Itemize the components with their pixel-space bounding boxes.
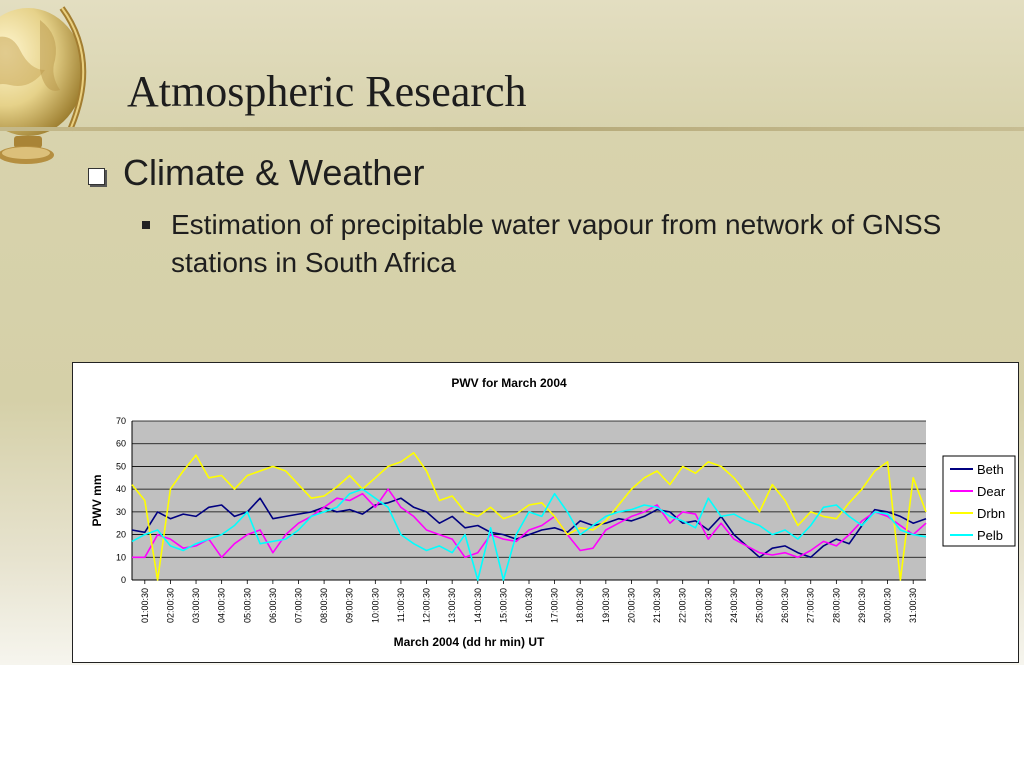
legend-box [942,455,1016,547]
x-tick-label: 29:00:30 [857,588,867,623]
legend-label-pelb: Pelb [977,528,1003,543]
x-tick-label: 20:00:30 [626,588,636,623]
x-tick-label: 07:00:30 [293,588,303,623]
x-tick-label: 04:00:30 [217,588,227,623]
x-tick-label: 05:00:30 [242,588,252,623]
legend-label-drbn: Drbn [977,506,1005,521]
bullet-climate-weather: Climate & Weather [88,152,424,194]
x-tick-label: 30:00:30 [883,588,893,623]
y-tick-label: 30 [116,507,126,517]
square-bullet-icon [142,221,150,229]
legend-label-dear: Dear [977,484,1006,499]
globe-icon [0,6,87,164]
x-tick-label: 31:00:30 [908,588,918,623]
x-axis-title: March 2004 (dd hr min) UT [394,635,545,649]
slide-title: Atmospheric Research [127,67,527,116]
x-tick-label: 14:00:30 [473,588,483,623]
x-tick-label: 23:00:30 [703,588,713,623]
x-tick-label: 28:00:30 [831,588,841,623]
series-line-drbn [131,452,927,581]
x-tick-label: 11:00:30 [396,588,406,622]
x-tick-label: 24:00:30 [729,588,739,623]
x-tick-label: 03:00:30 [191,588,201,623]
x-tick-label: 06:00:30 [268,588,278,623]
y-tick-label: 70 [116,416,126,426]
series-line-pelb [131,488,927,581]
chart-title: PWV for March 2004 [451,376,567,390]
title-divider [0,127,1024,131]
x-tick-label: 17:00:30 [550,588,560,623]
bullet2-text: Estimation of precipitable water vapour … [171,209,942,278]
y-tick-label: 50 [116,461,126,471]
x-tick-label: 26:00:30 [780,588,790,623]
x-tick-label: 13:00:30 [447,588,457,623]
x-tick-label: 09:00:30 [345,588,355,623]
y-tick-label: 0 [121,575,126,585]
x-tick-label: 08:00:30 [319,588,329,623]
legend-label-beth: Beth [977,462,1004,477]
x-tick-label: 10:00:30 [370,588,380,623]
y-tick-label: 60 [116,439,126,449]
x-tick-label: 12:00:30 [422,588,432,623]
pwv-chart: 0 10 20 30 40 50 60 70 01:00:30 02:00:30 03:00:30 0… [72,362,1019,663]
x-tick-label: 16:00:30 [524,588,534,623]
chart-svg: 0 10 20 30 40 50 60 70 01:00:30 02:00:30 03:00:30 0… [90,376,1016,649]
x-tick-label: 27:00:30 [806,588,816,623]
y-tick-label: 10 [116,552,126,562]
x-tick-label: 22:00:30 [678,588,688,623]
x-tick-label: 25:00:30 [755,588,765,623]
x-tick-label: 15:00:30 [498,588,508,623]
x-tick-label: 02:00:30 [165,588,175,623]
y-axis-title: PWV mm [90,474,104,526]
x-tick-label: 19:00:30 [601,588,611,623]
bullet1-text: Climate & Weather [123,152,425,193]
checkbox-bullet-icon [88,167,105,185]
sub-bullet-estimation: Estimation of precipitable water vapour … [142,206,962,282]
x-tick-label: 18:00:30 [575,588,585,623]
y-tick-label: 40 [116,484,126,494]
x-tick-label: 21:00:30 [652,588,662,623]
y-tick-label: 20 [116,530,126,540]
series-line-beth [131,497,927,559]
series-line-dear [132,488,927,559]
x-tick-label: 01:00:30 [140,588,150,623]
plot-area [132,421,926,580]
